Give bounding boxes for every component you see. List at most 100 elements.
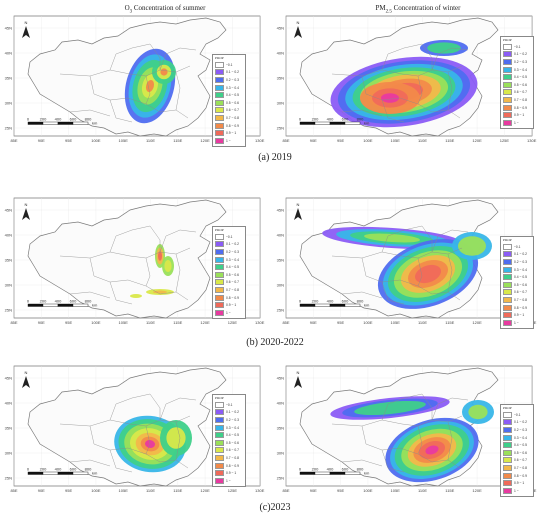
- legend-label: ~0.1: [514, 412, 521, 417]
- map-svg: 85E 90E 95E 100E 105E 110E 115E 120E 125E 130E 45N…: [277, 15, 537, 143]
- legend-swatch: [503, 480, 512, 487]
- north-arrow-icon: N: [22, 202, 30, 220]
- legend-entry: 0.5 ~ 0.6: [503, 449, 531, 457]
- legend-swatch: [215, 76, 224, 83]
- map-svg: 85E 90E 95E 100E 105E 110E 115E 120E 125E 130E 45N…: [5, 365, 265, 493]
- latitude-tick-label: 35N: [5, 258, 12, 263]
- legend-label: 0.9 ~ 1: [226, 131, 237, 136]
- longitude-tick-label: 120E: [200, 488, 210, 493]
- scale-bar-unit: km: [364, 121, 370, 126]
- legend-label: 0.7 ~ 0.8: [226, 115, 239, 120]
- latitude-tick-label: 45N: [5, 26, 12, 31]
- legend-entry: 1 ~: [503, 319, 531, 327]
- legend: PROP ~0.1 0.1 ~ 0.2 0.2 ~ 0.3 0.3 ~ 0.4 0.4 ~…: [212, 226, 246, 319]
- legend-label: 1 ~: [226, 310, 231, 315]
- legend-swatch: [215, 137, 224, 144]
- latitude-tick-label: 40N: [5, 51, 12, 56]
- concentration-contour: [166, 427, 186, 449]
- legend-label: 0.9 ~ 1: [514, 113, 525, 118]
- caption-2019: (a) 2019: [258, 152, 292, 163]
- scale-bar-unit: km: [92, 471, 98, 476]
- latitude-tick-label: 40N: [5, 401, 12, 406]
- concentration-contour: [468, 404, 488, 420]
- map-panel-2023-o3: 85E 90E 95E 100E 105E 110E 115E 120E 125E 130E 45N…: [0, 364, 272, 494]
- longitude-tick-label: 85E: [10, 488, 17, 493]
- legend-label: 1 ~: [226, 138, 231, 143]
- concentration-contour: [158, 251, 162, 261]
- legend-label: 0.9 ~ 1: [226, 303, 237, 308]
- latitude-tick-label: 40N: [277, 233, 284, 238]
- longitude-tick-label: 110E: [146, 138, 155, 143]
- longitude-tick-label: 95E: [65, 138, 72, 143]
- legend-entry: 0.3 ~ 0.4: [215, 256, 243, 264]
- legend-entry: 0.7 ~ 0.8: [503, 96, 531, 104]
- longitude-tick-label: 130E: [255, 138, 265, 143]
- longitude-tick-label: 95E: [337, 320, 344, 325]
- longitude-tick-label: 105E: [391, 488, 401, 493]
- legend-swatch: [215, 264, 224, 271]
- legend-entry: ~0.1: [215, 401, 243, 409]
- legend-entry: 0.8 ~ 0.9: [503, 472, 531, 480]
- legend-swatch: [503, 89, 512, 96]
- latitude-tick-label: 30N: [5, 101, 12, 106]
- scale-bar-label: 200: [40, 117, 47, 122]
- legend: PROP ~0.1 0.1 ~ 0.2 0.2 ~ 0.3 0.3 ~ 0.4 0.4 ~…: [500, 36, 534, 129]
- legend-label: 0.4 ~ 0.5: [514, 75, 527, 80]
- longitude-tick-label: 110E: [146, 488, 155, 493]
- legend-swatch: [503, 304, 512, 311]
- concentration-contour: [130, 294, 142, 298]
- legend-entry: 0.5 ~ 0.6: [215, 271, 243, 279]
- legend-swatch: [215, 416, 224, 423]
- left-column-title: O3 Concentration of summer: [124, 4, 206, 15]
- svg-text:N: N: [297, 370, 300, 375]
- legend-entry: ~0.1: [503, 411, 531, 419]
- longitude-tick-label: 95E: [65, 320, 72, 325]
- scale-bar-label: 0: [27, 117, 30, 122]
- legend-swatch: [503, 274, 512, 281]
- longitude-tick-label: 100E: [91, 138, 101, 143]
- legend: PROP ~0.1 0.1 ~ 0.2 0.2 ~ 0.3 0.3 ~ 0.4 0.4 ~…: [212, 394, 246, 487]
- legend-swatch: [503, 319, 512, 326]
- legend-label: 0.6 ~ 0.7: [226, 108, 239, 113]
- legend-entry: 0.3 ~ 0.4: [215, 84, 243, 92]
- legend-title: PROP: [503, 406, 512, 410]
- map-panel-2023-pm25: 85E90E95E100E105E110E115E120E125E130E45N…: [272, 364, 544, 497]
- legend-label: 0.1 ~ 0.2: [514, 52, 527, 57]
- map-panel-2020-2022-o3: 85E 90E 95E 100E 105E 110E 115E 120E 125E 130E 45N…: [0, 196, 272, 326]
- scale-bar-label: 0: [27, 467, 30, 472]
- legend-entry: ~0.1: [215, 233, 243, 241]
- legend-swatch: [503, 104, 512, 111]
- latitude-tick-label: 45N: [277, 208, 284, 213]
- longitude-tick-label: 110E: [418, 138, 427, 143]
- legend-entry: 0.6 ~ 0.7: [503, 89, 531, 97]
- legend-swatch: [503, 411, 512, 418]
- scale-bar-label: 600: [70, 299, 77, 304]
- legend-label: 0.6 ~ 0.7: [514, 90, 527, 95]
- legend-swatch: [215, 424, 224, 431]
- legend-entry: 0.9 ~ 1: [503, 311, 531, 319]
- legend-entry: 0.8 ~ 0.9: [503, 104, 531, 112]
- scale-bar-unit: km: [92, 121, 98, 126]
- longitude-tick-label: 115E: [173, 488, 182, 493]
- legend-label: 0.8 ~ 0.9: [226, 123, 239, 128]
- latitude-tick-label: 40N: [277, 51, 284, 56]
- concentration-contour: [354, 400, 426, 416]
- legend-entry: 0.2 ~ 0.3: [503, 58, 531, 66]
- legend-label: 0.2 ~ 0.3: [226, 417, 239, 422]
- legend-label: 0.1 ~ 0.2: [514, 252, 527, 257]
- legend-title: PROP: [503, 238, 512, 242]
- legend-swatch: [215, 107, 224, 114]
- legend-label: 0.2 ~ 0.3: [226, 249, 239, 254]
- legend-entry: 0.3 ~ 0.4: [503, 66, 531, 74]
- legend-entry: ~0.1: [503, 243, 531, 251]
- legend-label: 0.7 ~ 0.8: [514, 297, 527, 302]
- legend-label: 0.1 ~ 0.2: [226, 242, 239, 247]
- legend-label: 0.9 ~ 1: [514, 481, 525, 486]
- legend-label: 0.9 ~ 1: [514, 313, 525, 318]
- scale-bar-label: 800: [85, 117, 92, 122]
- longitude-tick-label: 105E: [391, 138, 401, 143]
- latitude-tick-label: 25N: [277, 476, 284, 481]
- legend: PROP ~0.1 0.1 ~ 0.2 0.2 ~ 0.3 0.3 ~ 0.4 0.4 ~…: [212, 54, 246, 147]
- legend-swatch: [503, 119, 512, 126]
